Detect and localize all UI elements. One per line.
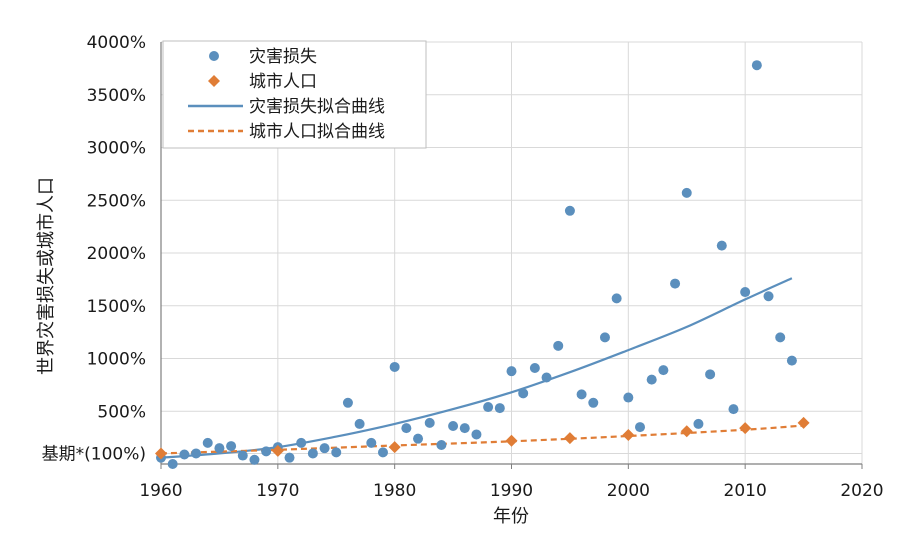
- y-tick-label: 2000%: [87, 244, 146, 264]
- legend-disaster-fit-label: 灾害损失拟合曲线: [249, 97, 385, 117]
- x-tick-label: 1970: [256, 481, 299, 501]
- legend: 灾害损失 城市人口 灾害损失拟合曲线 城市人口拟合曲线: [162, 40, 427, 149]
- disaster-loss-point: [494, 403, 505, 414]
- disaster-loss-point: [681, 187, 692, 198]
- disaster-loss-point: [541, 372, 552, 383]
- disaster-loss-point: [331, 447, 342, 458]
- disaster-loss-point: [728, 404, 739, 415]
- disaster-loss-point: [716, 240, 727, 251]
- x-tick-label: 2000: [607, 481, 650, 501]
- urban-population-point: [680, 425, 693, 438]
- urban-population-point: [271, 444, 284, 457]
- disaster-loss-point: [471, 429, 482, 440]
- disaster-loss-point: [564, 205, 575, 216]
- y-tick-label: 基期*(100%): [42, 444, 146, 464]
- x-tick-label: 1960: [139, 481, 182, 501]
- urban-population-point: [155, 447, 167, 460]
- legend-urban-label: 城市人口: [249, 72, 317, 92]
- disaster-loss-point: [167, 459, 178, 469]
- x-tick-label: 1990: [490, 481, 533, 501]
- urban-population-point: [622, 428, 635, 441]
- legend-disaster-marker: [209, 51, 219, 61]
- urban-population-point: [505, 434, 518, 447]
- disaster-loss-point: [740, 287, 751, 298]
- disaster-loss-point: [436, 440, 447, 451]
- disaster-loss-point: [261, 446, 272, 457]
- disaster-loss-point: [413, 433, 424, 444]
- disaster-loss-point: [389, 361, 400, 372]
- disaster-loss-point: [576, 389, 587, 400]
- disaster-loss-point: [214, 443, 225, 454]
- disaster-loss-point: [237, 450, 248, 461]
- disaster-loss-point: [763, 291, 774, 302]
- y-tick-label: 1500%: [87, 297, 146, 317]
- disaster-loss-point: [202, 437, 213, 448]
- disaster-loss-point: [191, 448, 202, 459]
- disaster-loss-point: [786, 355, 797, 366]
- disaster-loss-point: [179, 449, 190, 460]
- x-axis-title: 年份: [493, 506, 529, 527]
- legend-box: [162, 40, 427, 149]
- legend-urban-marker: [208, 75, 220, 87]
- disaster-loss-point: [599, 332, 610, 343]
- urban-population-point: [563, 432, 576, 445]
- disaster-loss-point: [775, 332, 786, 343]
- urban-fit-curve: [160, 424, 804, 455]
- disaster-loss-point: [319, 443, 330, 454]
- disaster-loss-point: [588, 397, 599, 408]
- urban-population-point: [388, 441, 401, 454]
- disaster-loss-point: [483, 402, 494, 413]
- urban-population-point: [797, 416, 810, 429]
- point-layer: [155, 60, 810, 469]
- y-tick-label: 500%: [97, 402, 146, 422]
- disaster-loss-point: [658, 365, 669, 376]
- line-layer: [160, 277, 804, 459]
- disaster-loss-point: [506, 366, 517, 377]
- legend-disaster-label: 灾害损失: [249, 47, 317, 67]
- disaster-loss-point: [611, 293, 622, 304]
- disaster-loss-point: [377, 447, 388, 458]
- disaster-loss-point: [670, 278, 681, 289]
- x-tick-label: 2020: [840, 481, 883, 501]
- y-tick-label: 2500%: [87, 191, 146, 211]
- disaster-loss-point: [366, 437, 377, 448]
- y-axis-title: 世界灾害损失或城市人口: [36, 177, 57, 375]
- y-tick-label: 1000%: [87, 350, 146, 370]
- disaster-loss-point: [424, 417, 435, 428]
- disaster-loss-point: [518, 388, 529, 399]
- disaster-loss-point: [226, 441, 237, 452]
- disaster-loss-point: [693, 418, 704, 429]
- x-tick-label: 1980: [373, 481, 416, 501]
- x-tick-label: 2010: [724, 481, 767, 501]
- y-tick-label: 3500%: [87, 86, 146, 106]
- disaster-loss-point: [529, 362, 540, 373]
- disaster-loss-point: [459, 423, 470, 434]
- urban-population-point: [739, 422, 752, 435]
- disaster-loss-point: [623, 392, 634, 403]
- disaster-loss-point: [751, 60, 762, 71]
- disaster-loss-point: [342, 397, 353, 408]
- disaster-loss-point: [249, 454, 260, 465]
- legend-urban-fit-label: 城市人口拟合曲线: [249, 122, 385, 142]
- disaster-loss-point: [646, 374, 657, 385]
- disaster-loss-point: [705, 369, 716, 380]
- disaster-loss-point: [296, 437, 307, 448]
- disaster-loss-point: [307, 448, 318, 459]
- disaster-loss-point: [354, 418, 365, 429]
- disaster-loss-point: [401, 423, 412, 434]
- disaster-loss-point: [635, 422, 646, 433]
- axis-layer: 基期*(100%) 500% 1000% 1500% 2000% 2500% 3000% 35…: [42, 33, 884, 501]
- y-tick-label: 3000%: [87, 139, 146, 159]
- disaster-loss-point: [553, 340, 564, 351]
- disaster-loss-point: [448, 421, 459, 432]
- y-tick-label: 4000%: [87, 33, 146, 53]
- disaster-loss-point: [284, 452, 295, 463]
